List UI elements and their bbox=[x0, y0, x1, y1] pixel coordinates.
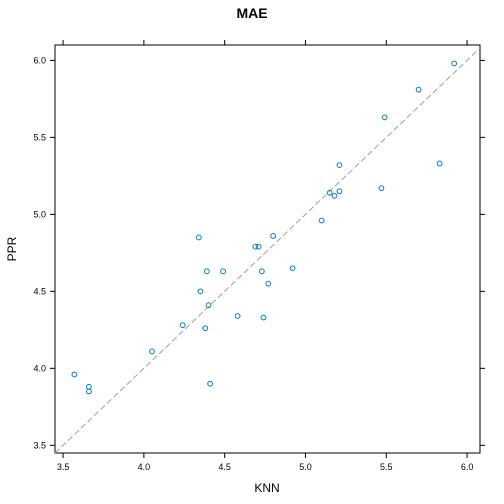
y-tick-label: 4.5 bbox=[33, 286, 46, 296]
data-point bbox=[86, 383, 92, 390]
data-point bbox=[318, 217, 325, 224]
data-point bbox=[195, 234, 202, 241]
data-points bbox=[71, 60, 458, 395]
y-tick-label: 5.5 bbox=[33, 132, 46, 142]
data-point bbox=[207, 380, 214, 387]
data-point bbox=[378, 185, 385, 192]
data-point bbox=[179, 322, 186, 329]
x-tick-label: 5.0 bbox=[299, 462, 312, 472]
data-point bbox=[220, 268, 226, 275]
x-tick-label: 6.0 bbox=[461, 462, 474, 472]
y-tick-label: 3.5 bbox=[33, 440, 46, 450]
data-point bbox=[381, 114, 388, 121]
x-tick-label: 4.0 bbox=[138, 462, 151, 472]
data-point bbox=[260, 314, 267, 321]
data-point bbox=[289, 265, 296, 272]
plot-frame bbox=[54, 44, 481, 454]
data-point bbox=[436, 160, 443, 167]
data-point bbox=[336, 188, 343, 195]
data-point bbox=[234, 313, 241, 319]
y-tick-label: 6.0 bbox=[33, 55, 46, 65]
axis-ticks: 3.5 4.0 4.5 5.0 5.5 6.0 3.5 4.0 4.5 5.0 5.5 6.0 bbox=[33, 40, 485, 472]
identity-reference-line bbox=[54, 47, 481, 454]
x-tick-label: 3.5 bbox=[57, 462, 70, 472]
data-point bbox=[255, 243, 262, 250]
data-point bbox=[336, 162, 343, 168]
data-point bbox=[71, 371, 78, 378]
data-point bbox=[270, 233, 277, 239]
x-tick-label: 5.5 bbox=[380, 462, 393, 472]
y-tick-label: 5.0 bbox=[33, 209, 46, 219]
data-point bbox=[202, 325, 209, 332]
data-point bbox=[86, 388, 92, 395]
chart-title: MAE bbox=[236, 5, 267, 21]
data-point bbox=[265, 280, 272, 287]
x-axis-label: KNN bbox=[254, 481, 279, 495]
data-point bbox=[197, 288, 204, 295]
data-point bbox=[252, 243, 259, 250]
data-point bbox=[451, 60, 458, 67]
x-tick-label: 4.5 bbox=[218, 462, 231, 472]
y-tick-label: 4.0 bbox=[33, 363, 46, 373]
data-point bbox=[326, 189, 333, 196]
data-point bbox=[415, 86, 422, 93]
data-point bbox=[258, 268, 265, 275]
data-point bbox=[149, 348, 155, 355]
data-point bbox=[204, 268, 210, 275]
data-point bbox=[205, 302, 212, 309]
data-point bbox=[331, 192, 338, 199]
y-axis-label: PPR bbox=[5, 236, 19, 261]
